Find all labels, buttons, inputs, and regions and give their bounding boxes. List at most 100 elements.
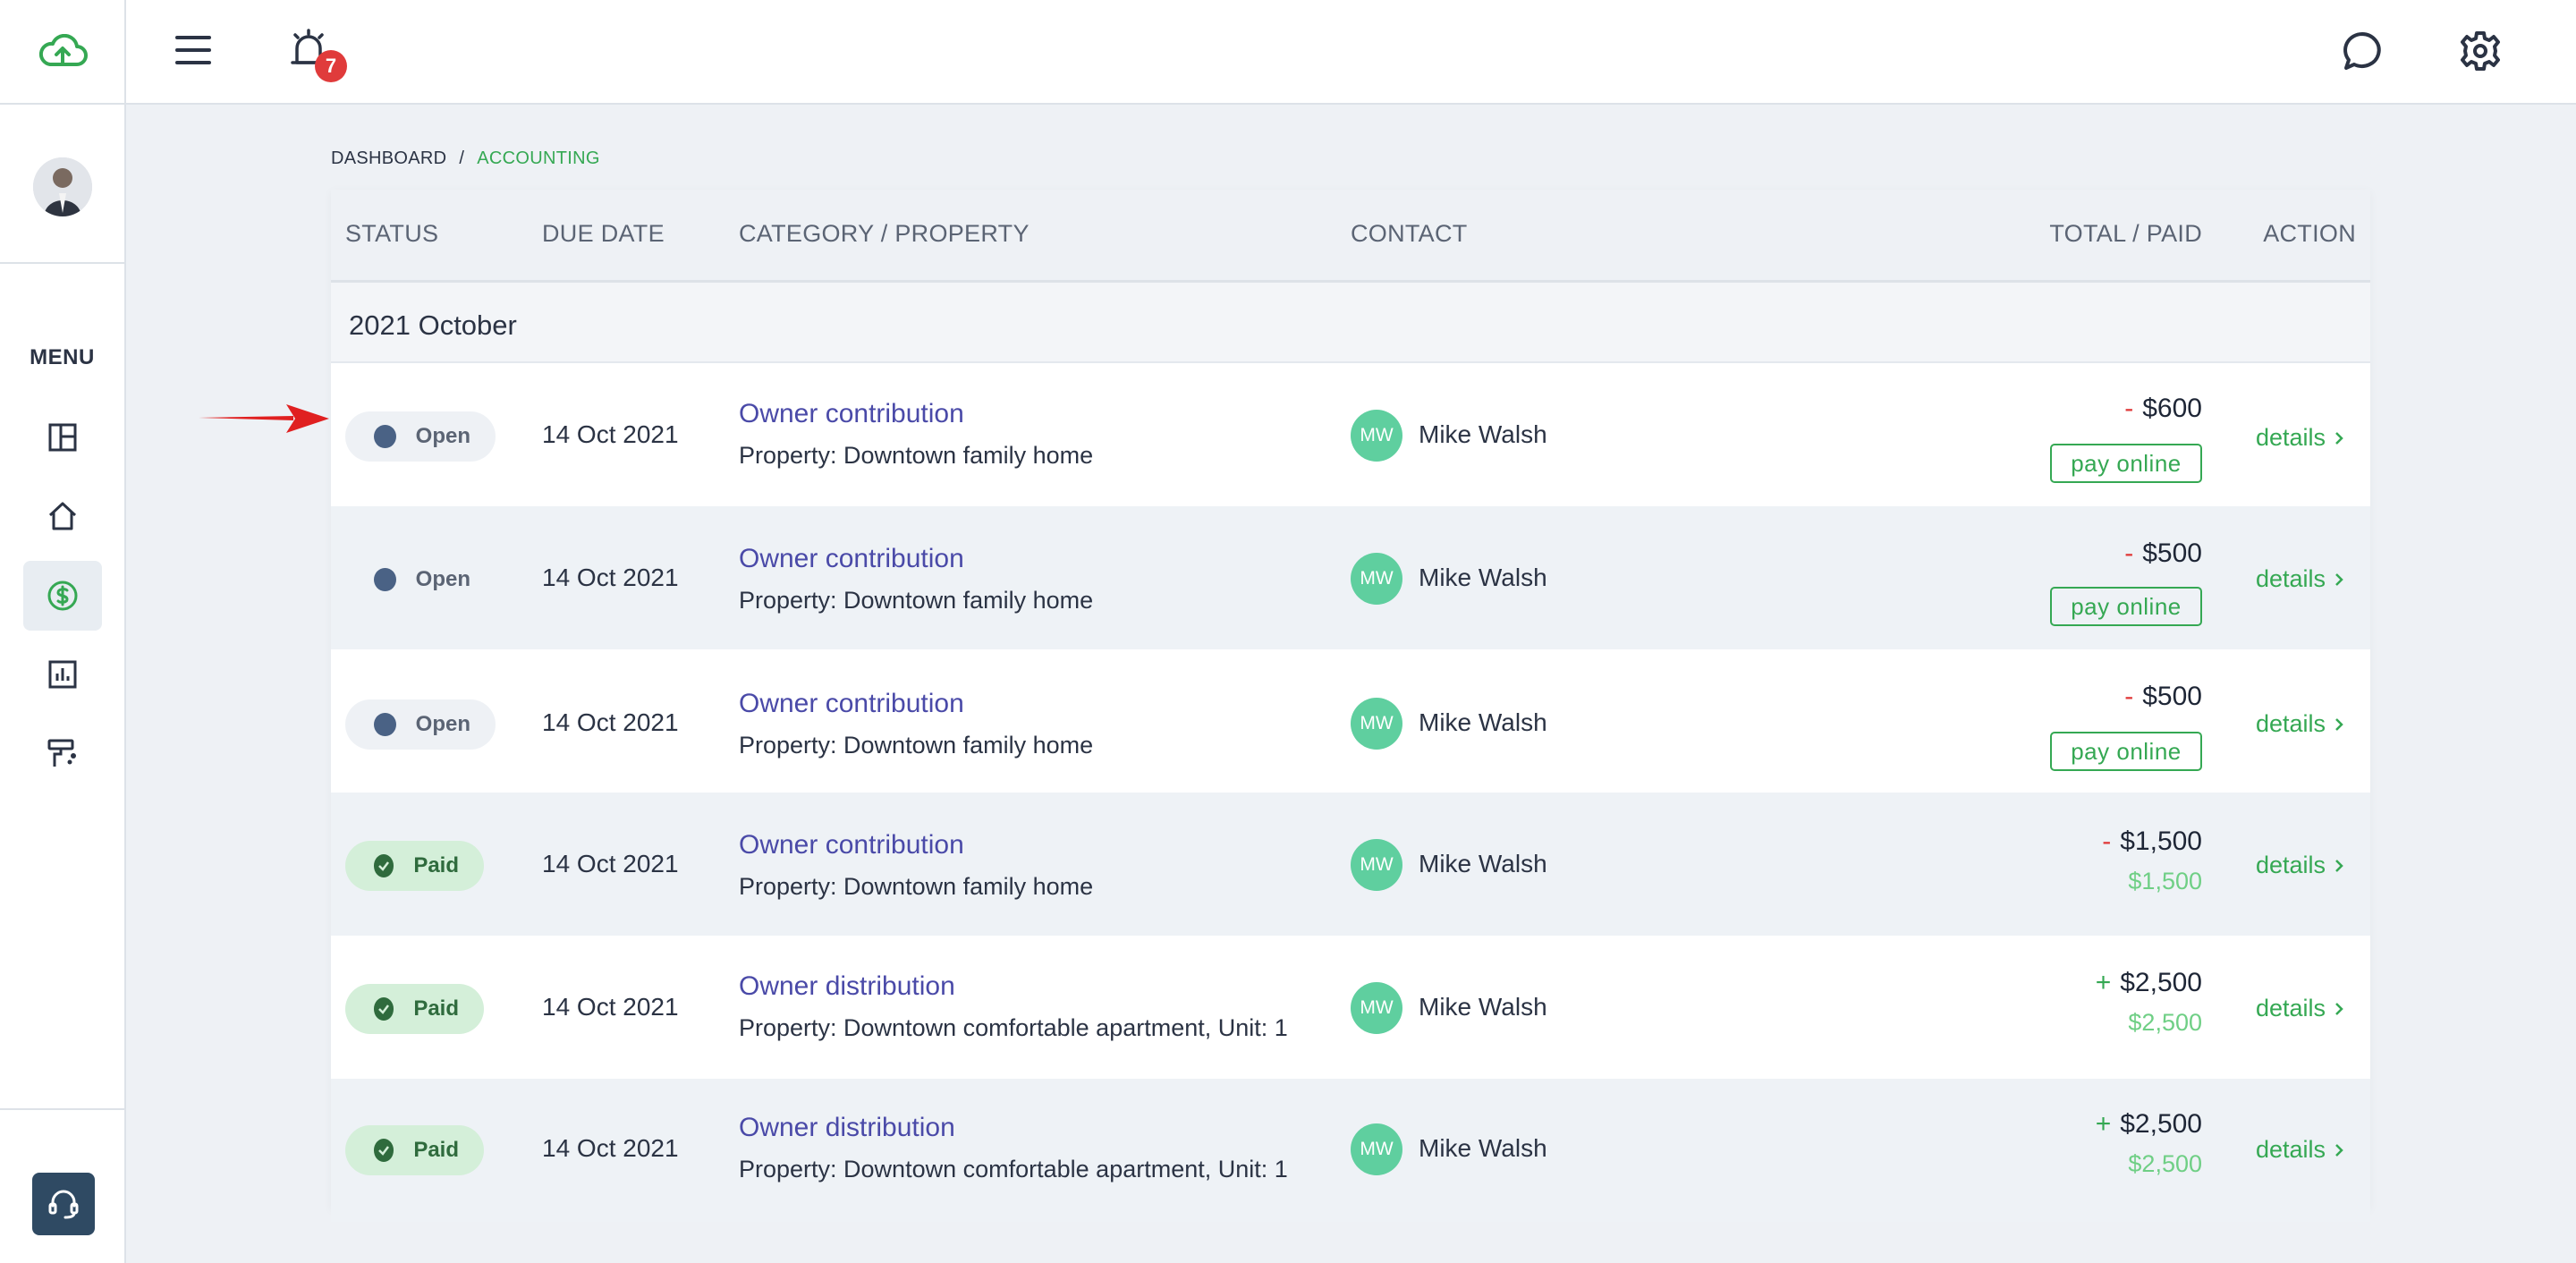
contact-name: Mike Walsh (1419, 708, 1547, 736)
dollar-icon (47, 581, 78, 611)
chevron-right-icon (2335, 1143, 2343, 1157)
paid-amount: $2,500 (2128, 1150, 2202, 1177)
breadcrumb-dashboard[interactable]: DASHBOARD (331, 148, 447, 168)
contact-name: Mike Walsh (1419, 564, 1547, 591)
property-text: Property: Downtown family home (739, 732, 1094, 759)
contact-name: Mike Walsh (1419, 850, 1547, 877)
details-link[interactable]: details (2256, 995, 2343, 1022)
details-link[interactable]: details (2256, 565, 2343, 593)
total-amount: - $500 (2124, 682, 2202, 711)
category-link[interactable]: Owner contribution (739, 544, 964, 573)
paint-roller-icon (47, 739, 76, 767)
open-dot-icon (374, 425, 396, 448)
contact-avatar: MW (1351, 982, 1402, 1034)
open-dot-icon (374, 568, 396, 591)
table-row[interactable]: Paid 14 Oct 2021 Owner distribution Prop… (331, 1079, 2370, 1222)
total-amount: + $2,500 (2095, 1109, 2202, 1139)
notification-count-badge: 7 (315, 50, 347, 82)
status-badge: Paid (345, 1125, 484, 1175)
pay-online-button[interactable]: pay online (2050, 587, 2202, 626)
check-circle-icon (374, 854, 394, 877)
header-action: ACTION (2263, 220, 2356, 247)
header-category[interactable]: CATEGORY / PROPERTY (739, 220, 1030, 247)
support-button[interactable] (32, 1173, 95, 1235)
paid-amount: $2,500 (2128, 1009, 2202, 1036)
header-due-date[interactable]: DUE DATE (542, 220, 665, 247)
status-badge: Open (345, 411, 496, 462)
sidebar-item-accounting[interactable] (23, 561, 102, 631)
contact-name: Mike Walsh (1419, 1134, 1547, 1162)
details-link[interactable]: details (2256, 852, 2343, 879)
contact-avatar: MW (1351, 698, 1402, 750)
details-link[interactable]: details (2256, 424, 2343, 452)
check-circle-icon (374, 997, 394, 1021)
table-row[interactable]: Open 14 Oct 2021 Owner contribution Prop… (331, 506, 2370, 649)
table-row[interactable]: Open 14 Oct 2021 Owner contribution Prop… (331, 649, 2370, 793)
sidebar-item-reports[interactable] (23, 640, 102, 709)
total-amount: - $1,500 (2102, 826, 2202, 856)
chart-icon (48, 660, 77, 689)
property-text: Property: Downtown comfortable apartment… (739, 1156, 1288, 1182)
category-link[interactable]: Owner distribution (739, 1113, 955, 1142)
contact-avatar: MW (1351, 1123, 1402, 1175)
table-header: STATUS DUE DATE CATEGORY / PROPERTY CONT… (331, 190, 2370, 283)
contact-avatar: MW (1351, 839, 1402, 891)
sidebar-item-properties[interactable] (23, 481, 102, 551)
category-link[interactable]: Owner contribution (739, 399, 964, 428)
breadcrumb: DASHBOARD / ACCOUNTING (331, 148, 600, 169)
table-row[interactable]: Paid 14 Oct 2021 Owner contribution Prop… (331, 793, 2370, 936)
total-amount: + $2,500 (2095, 968, 2202, 997)
breadcrumb-accounting: ACCOUNTING (477, 148, 600, 168)
menu-label: MENU (30, 345, 95, 369)
property-text: Property: Downtown family home (739, 442, 1094, 469)
contact-avatar: MW (1351, 410, 1402, 462)
breadcrumb-separator: / (459, 148, 465, 168)
sidebar-item-dashboard[interactable] (23, 403, 102, 472)
sidebar: MENU (0, 0, 126, 1263)
header-status[interactable]: STATUS (345, 220, 439, 247)
category-link[interactable]: Owner contribution (739, 830, 964, 860)
menu-icon (175, 36, 211, 64)
annotation-arrow (199, 404, 329, 433)
property-text: Property: Downtown comfortable apartment… (739, 1014, 1288, 1041)
open-dot-icon (374, 713, 396, 736)
pay-online-button[interactable]: pay online (2050, 444, 2202, 483)
user-avatar[interactable] (33, 157, 92, 216)
chevron-right-icon (2335, 1002, 2343, 1015)
month-group-header: 2021 October (331, 283, 2370, 363)
property-text: Property: Downtown family home (739, 873, 1094, 900)
due-date: 14 Oct 2021 (542, 564, 679, 591)
property-text: Property: Downtown family home (739, 587, 1094, 614)
home-icon (48, 502, 77, 530)
status-badge: Paid (345, 984, 484, 1034)
chevron-right-icon (2335, 572, 2343, 586)
category-link[interactable]: Owner distribution (739, 971, 955, 1001)
chevron-right-icon (2335, 431, 2343, 445)
details-link[interactable]: details (2256, 1136, 2343, 1164)
menu-toggle-button[interactable] (170, 29, 216, 72)
header-total[interactable]: TOTAL / PAID (2049, 220, 2202, 247)
status-badge: Open (345, 699, 496, 750)
total-amount: - $500 (2124, 538, 2202, 568)
chevron-right-icon (2335, 859, 2343, 872)
details-link[interactable]: details (2256, 710, 2343, 738)
chat-icon (2343, 32, 2381, 70)
due-date: 14 Oct 2021 (542, 1134, 679, 1162)
headset-icon (48, 1190, 79, 1219)
header-contact[interactable]: CONTACT (1351, 220, 1468, 247)
due-date: 14 Oct 2021 (542, 420, 679, 448)
messages-button[interactable] (2338, 27, 2386, 75)
category-link[interactable]: Owner contribution (739, 689, 964, 718)
logo[interactable] (0, 0, 124, 105)
table-row[interactable]: Open 14 Oct 2021 Owner contribution Prop… (331, 363, 2370, 506)
accounting-table: STATUS DUE DATE CATEGORY / PROPERTY CONT… (331, 190, 2370, 1222)
dashboard-icon (48, 423, 77, 452)
due-date: 14 Oct 2021 (542, 993, 679, 1021)
sidebar-item-maintenance[interactable] (23, 718, 102, 788)
paid-amount: $1,500 (2128, 868, 2202, 894)
settings-button[interactable] (2456, 27, 2504, 75)
check-circle-icon (374, 1139, 394, 1162)
pay-online-button[interactable]: pay online (2050, 732, 2202, 771)
gear-icon (2461, 31, 2500, 71)
table-row[interactable]: Paid 14 Oct 2021 Owner distribution Prop… (331, 936, 2370, 1079)
